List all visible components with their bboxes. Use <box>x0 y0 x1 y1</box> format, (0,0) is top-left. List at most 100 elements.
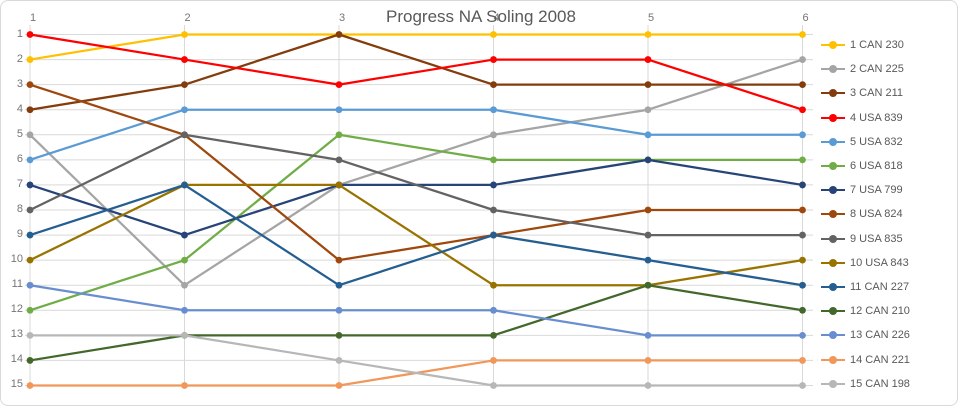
x-tick-label: 6 <box>802 12 809 24</box>
legend-item-label: 13 CAN 226 <box>850 329 910 342</box>
data-point-marker <box>335 106 343 114</box>
x-tick-label: 1 <box>29 12 37 24</box>
legend-item-label: 6 USA 818 <box>850 160 903 172</box>
series-line <box>28 33 804 111</box>
data-point-marker <box>799 306 806 314</box>
y-tick-label: 1 <box>16 27 23 40</box>
data-point-marker <box>490 181 497 189</box>
x-tick-label: 3 <box>338 12 346 24</box>
y-tick-label: 13 <box>10 328 23 341</box>
data-point-marker <box>26 231 34 239</box>
y-tick-label: 12 <box>10 303 23 316</box>
y-tick-label: 10 <box>10 253 23 266</box>
data-point-marker <box>181 256 188 264</box>
data-point-marker <box>181 181 188 189</box>
y-tick-label: 5 <box>16 127 23 140</box>
data-point-marker <box>26 256 34 264</box>
data-point-marker <box>644 357 652 364</box>
legend-item-label: 14 CAN 221 <box>850 353 910 366</box>
legend-series-swatch <box>821 283 845 291</box>
series-line <box>28 58 804 287</box>
data-point-marker <box>799 206 806 214</box>
legend-series-swatch <box>821 379 845 388</box>
data-point-marker <box>181 106 188 114</box>
legend-item: 5 USA 832 <box>821 132 903 152</box>
data-point-marker <box>181 31 188 38</box>
y-tick-label: 6 <box>16 152 23 165</box>
legend-item-label: 11 CAN 227 <box>850 281 910 293</box>
data-point-marker <box>490 106 497 114</box>
legend-item: 14 CAN 221 <box>821 350 910 370</box>
data-point-marker <box>181 306 188 314</box>
data-point-marker <box>26 306 34 314</box>
series-line <box>28 33 804 61</box>
data-point-marker <box>26 331 34 339</box>
data-point-marker <box>644 206 652 214</box>
legend-series-swatch <box>821 65 845 74</box>
data-point-marker <box>799 181 806 189</box>
data-point-marker <box>335 281 343 289</box>
legend-item: 15 CAN 198 <box>821 374 910 394</box>
legend-item: 7 USA 799 <box>821 180 903 200</box>
data-point-marker <box>644 56 652 63</box>
legend-item-label: 15 CAN 198 <box>850 377 910 390</box>
data-point-marker <box>490 231 497 239</box>
series-line <box>28 183 804 287</box>
series-11-can-227 <box>26 181 806 289</box>
legend-series-swatch <box>821 331 845 340</box>
data-point-marker <box>26 131 34 139</box>
legend-series-swatch <box>821 210 845 219</box>
data-point-marker <box>26 357 34 364</box>
y-tick-label: 8 <box>16 202 23 215</box>
y-tick-label: 7 <box>16 177 23 190</box>
series-line <box>28 133 804 237</box>
data-point-marker <box>181 56 188 63</box>
data-point-marker <box>181 81 188 89</box>
data-point-marker <box>26 156 34 164</box>
data-point-marker <box>490 56 497 63</box>
data-point-marker <box>181 331 188 339</box>
data-point-marker <box>644 231 652 239</box>
data-point-marker <box>335 256 343 264</box>
data-point-marker <box>490 81 497 89</box>
legend-series-swatch <box>821 355 845 364</box>
data-point-marker <box>644 256 652 264</box>
data-point-marker <box>490 281 497 289</box>
x-tick-label: 4 <box>493 12 500 24</box>
data-point-marker <box>644 81 652 89</box>
legend-series-swatch <box>821 137 845 146</box>
series-line <box>28 183 804 287</box>
series-3-can-211 <box>26 31 806 114</box>
series-9-usa-835 <box>26 131 806 239</box>
data-point-marker <box>335 31 343 38</box>
legend-series-swatch <box>821 258 845 267</box>
legend-item: 4 USA 839 <box>821 108 903 128</box>
data-point-marker <box>644 382 652 389</box>
series-13-can-226 <box>26 281 806 339</box>
legend-series-swatch <box>821 186 845 195</box>
data-point-marker <box>799 131 806 139</box>
data-point-marker <box>26 31 34 38</box>
data-point-marker <box>490 206 497 214</box>
data-point-marker <box>799 56 806 63</box>
series-line <box>28 33 804 111</box>
y-tick-label: 3 <box>16 77 23 90</box>
legend-item: 2 CAN 225 <box>821 59 904 79</box>
data-point-marker <box>26 56 34 63</box>
series-4-usa-839 <box>26 31 806 114</box>
series-line <box>28 284 804 337</box>
data-point-marker <box>335 306 343 314</box>
legend-item-label: 7 USA 799 <box>850 184 903 197</box>
data-point-marker <box>490 31 497 38</box>
legend-item-label: 12 CAN 210 <box>850 305 910 318</box>
legend-item-label: 1 CAN 230 <box>850 39 904 51</box>
data-point-marker <box>490 306 497 314</box>
data-point-marker <box>644 131 652 139</box>
y-tick-label: 2 <box>16 52 23 65</box>
legend-series-swatch <box>821 307 845 316</box>
data-point-marker <box>490 156 497 164</box>
data-point-marker <box>490 331 497 339</box>
series-line <box>28 334 804 387</box>
